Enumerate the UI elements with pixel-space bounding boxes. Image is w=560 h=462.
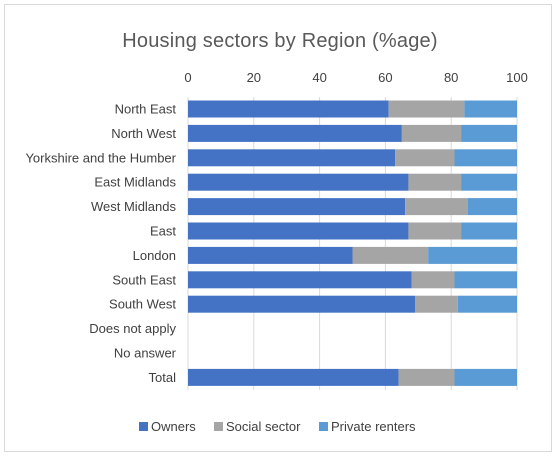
x-tick-label: 0 [184, 70, 191, 85]
bar-segment-owners [188, 246, 353, 264]
legend-label: Private renters [331, 419, 416, 434]
bar-segment-social-sector [405, 198, 468, 216]
bar-segment-private-renters [464, 100, 517, 118]
category-label: West Midlands [91, 199, 177, 214]
chart-title: Housing sectors by Region (%age) [122, 30, 438, 52]
bar-segment-owners [188, 198, 406, 216]
category-label: South East [112, 272, 176, 287]
legend: Owners Social sector Private renters [139, 419, 416, 434]
bar-segment-social-sector [395, 149, 455, 167]
category-label: South West [109, 297, 176, 312]
bar-segment-social-sector [415, 295, 458, 313]
category-label: East Midlands [94, 175, 176, 190]
legend-swatch [319, 422, 328, 431]
legend-swatch [214, 422, 223, 431]
bar-segment-owners [188, 124, 402, 142]
bar-segment-owners [188, 271, 412, 289]
bar-segment-social-sector [408, 173, 462, 191]
bar-segment-private-renters [454, 271, 517, 289]
x-tick-label: 60 [378, 70, 392, 85]
bar-segment-private-renters [461, 222, 517, 240]
bar-segment-social-sector [388, 100, 465, 118]
bar-segment-owners [188, 173, 409, 191]
x-tick-label: 40 [312, 70, 326, 85]
bar-segment-owners [188, 368, 399, 386]
category-label: Total [149, 370, 177, 385]
bar-segment-private-renters [428, 246, 517, 264]
category-label: Yorkshire and the Humber [25, 150, 176, 165]
bar-segment-private-renters [461, 173, 517, 191]
legend-swatch [139, 422, 148, 431]
legend-label: Owners [151, 419, 196, 434]
bar-segment-social-sector [408, 222, 462, 240]
bar-segment-private-renters [467, 198, 517, 216]
bar-segment-social-sector [352, 246, 429, 264]
bar-segment-private-renters [454, 149, 517, 167]
legend-label: Social sector [226, 419, 301, 434]
bar-segment-owners [188, 295, 416, 313]
bars [188, 100, 517, 386]
category-label: London [133, 248, 176, 263]
bar-segment-private-renters [461, 124, 517, 142]
bar-segment-social-sector [398, 368, 455, 386]
bar-segment-owners [188, 100, 389, 118]
category-labels: North East North West Yorkshire and the Hu… [25, 102, 176, 385]
bar-segment-private-renters [454, 368, 517, 386]
x-tick-label: 100 [506, 70, 528, 85]
bar-segment-owners [188, 149, 396, 167]
category-label: Does not apply [89, 321, 176, 336]
bar-segment-social-sector [401, 124, 462, 142]
x-axis-ticks: 0 20 40 60 80 100 [184, 70, 527, 85]
category-label: No answer [114, 346, 177, 361]
category-label: East [150, 224, 176, 239]
x-tick-label: 80 [444, 70, 458, 85]
gridlines [187, 97, 518, 390]
category-label: North West [111, 126, 176, 141]
bar-segment-private-renters [457, 295, 517, 313]
bar-segment-owners [188, 222, 409, 240]
x-tick-label: 20 [247, 70, 261, 85]
category-label: North East [115, 102, 177, 117]
bar-segment-social-sector [411, 271, 455, 289]
